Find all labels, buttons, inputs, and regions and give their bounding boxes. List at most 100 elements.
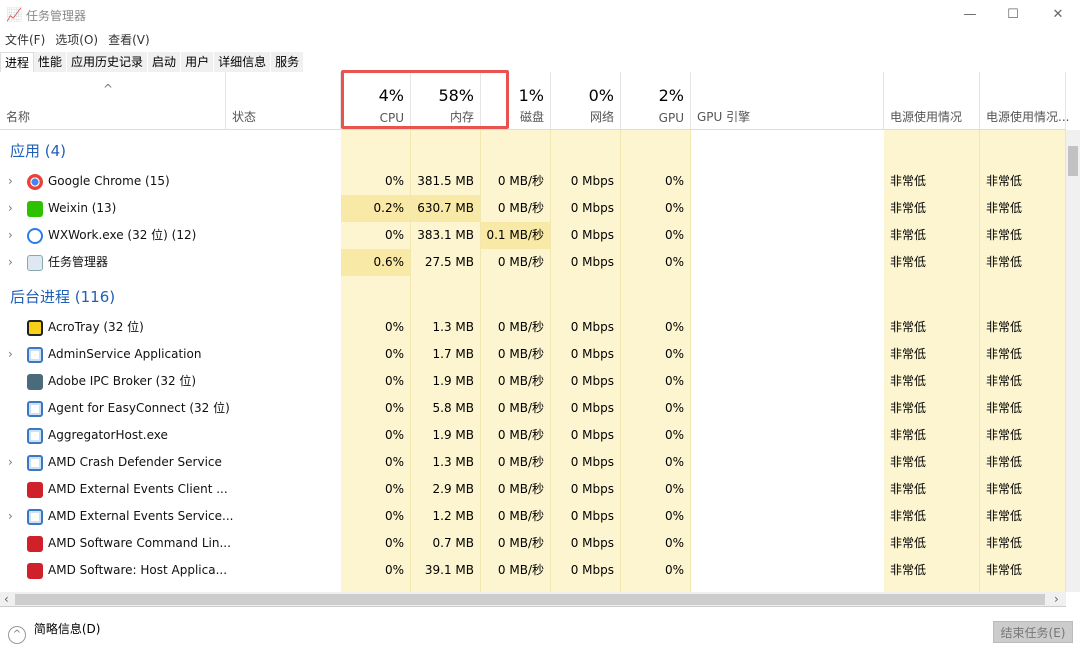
minimize-button[interactable]: — — [963, 7, 977, 22]
table-row[interactable]: AMD Software: Host Applica... 0% 39.1 MB 0 … — [0, 557, 1066, 584]
col-disk[interactable]: 1% 磁盘 — [481, 72, 551, 129]
table-row[interactable]: › AMD Crash Defender Service 0% 1.3 MB 0 MB/… — [0, 449, 1066, 476]
cell-gpu: 0% — [621, 368, 691, 395]
cell-trend: 非常低 — [980, 195, 1066, 222]
cell-gpu: 0% — [621, 422, 691, 449]
scroll-thumb[interactable] — [15, 594, 1045, 605]
table-row[interactable]: AMD External Events Client ... 0% 2.9 MB 0 … — [0, 476, 1066, 503]
menu-options[interactable]: 选项(O) — [55, 33, 99, 47]
task-manager-icon — [27, 255, 43, 271]
cell-cpu: 0.6% — [341, 249, 411, 276]
cell-trend: 非常低 — [980, 476, 1066, 503]
chevron-right-icon[interactable]: › — [8, 347, 13, 361]
cell-bg — [411, 130, 481, 168]
scroll-left-icon[interactable]: ‹ — [4, 592, 9, 606]
table-row[interactable]: › Weixin (13) 0.2% 630.7 MB 0 MB/秒 0 Mbps 0% 非常… — [0, 195, 1066, 222]
cell-bg — [551, 584, 621, 592]
close-button[interactable]: ✕ — [1052, 7, 1064, 22]
table-row[interactable]: › WXWork.exe (32 位) (12) 0% 383.1 MB 0.1 MB/… — [0, 222, 1066, 249]
table-row[interactable]: › AdminService Application 0% 1.7 MB 0 MB/秒 0… — [0, 341, 1066, 368]
cell-net: 0 Mbps — [551, 222, 621, 249]
process-name: 任务管理器 — [48, 255, 109, 269]
table-row[interactable]: AggregatorHost.exe 0% 1.9 MB 0 MB/秒 0 Mbps 0%… — [0, 422, 1066, 449]
maximize-button[interactable]: ☐ — [1007, 7, 1019, 22]
service-icon — [27, 509, 43, 525]
cell-net: 0 Mbps — [551, 557, 621, 584]
scroll-right-icon[interactable]: › — [1054, 592, 1059, 606]
scroll-thumb[interactable] — [1068, 146, 1078, 176]
vertical-scrollbar[interactable] — [1066, 130, 1080, 592]
table-row[interactable]: › AMD External Events Service... 0% 1.2 MB 0… — [0, 503, 1066, 530]
chevron-right-icon[interactable]: › — [8, 201, 13, 215]
cell-mem: 1.7 MB — [411, 341, 481, 368]
cell-bg — [621, 130, 691, 168]
cell-bg — [884, 584, 980, 592]
cell-power: 非常低 — [884, 195, 980, 222]
table-row[interactable]: › 任务管理器 0.6% 27.5 MB 0 MB/秒 0 Mbps 0% 非常低 非常低 — [0, 249, 1066, 276]
col-power[interactable]: 电源使用情况 — [884, 72, 980, 129]
tab-startup[interactable]: 启动 — [148, 52, 182, 72]
cell-mem: 5.8 MB — [411, 395, 481, 422]
cell-trend: 非常低 — [980, 249, 1066, 276]
cell-bg — [884, 130, 980, 168]
cell-disk: 0 MB/秒 — [481, 195, 551, 222]
cell-mem: 383.1 MB — [411, 222, 481, 249]
tab-app-history[interactable]: 应用历史记录 — [67, 52, 149, 72]
sort-up-icon: ^ — [103, 82, 114, 96]
chevron-right-icon[interactable]: › — [8, 455, 13, 469]
cell-power: 非常低 — [884, 503, 980, 530]
cell-bg — [621, 584, 691, 592]
process-name: AdminService Application — [48, 347, 202, 361]
cell-gpu: 0% — [621, 557, 691, 584]
cell-mem: 27.5 MB — [411, 249, 481, 276]
cell-power: 非常低 — [884, 222, 980, 249]
col-network[interactable]: 0% 网络 — [551, 72, 621, 129]
menu-view[interactable]: 查看(V) — [108, 33, 150, 47]
table-row[interactable]: › Google Chrome (15) 0% 381.5 MB 0 MB/秒 0 Mbp… — [0, 168, 1066, 195]
cell-disk: 0 MB/秒 — [481, 422, 551, 449]
col-gpu[interactable]: 2% GPU — [621, 72, 691, 129]
cell-gpu: 0% — [621, 530, 691, 557]
end-task-button[interactable]: 结束任务(E) — [993, 621, 1073, 643]
chevron-right-icon[interactable]: › — [8, 509, 13, 523]
fewer-details-button[interactable]: ^ 简略信息(D) — [8, 620, 100, 644]
menu-file[interactable]: 文件(F) — [5, 33, 46, 47]
highlight-box — [341, 70, 509, 129]
tab-details[interactable]: 详细信息 — [214, 52, 272, 72]
process-name: AMD Software Command Lin... — [48, 536, 231, 550]
chevron-right-icon[interactable]: › — [8, 255, 13, 269]
cell-power: 非常低 — [884, 422, 980, 449]
col-memory[interactable]: 58% 内存 — [411, 72, 481, 129]
table-row[interactable]: Adobe IPC Broker (32 位) 0% 1.9 MB 0 MB/秒 0 M… — [0, 368, 1066, 395]
tab-processes[interactable]: 进程 — [0, 52, 35, 72]
table-row[interactable]: AMD Software Command Lin... 0% 0.7 MB 0 MB/… — [0, 530, 1066, 557]
chevron-right-icon[interactable]: › — [8, 228, 13, 242]
group-header[interactable]: 后台进程 (116) — [0, 276, 1066, 314]
group-header[interactable]: 应用 (4) — [0, 130, 1066, 168]
col-status[interactable]: 状态 — [226, 72, 341, 129]
table-row[interactable]: Agent for EasyConnect (32 位) 0% 5.8 MB 0 MB… — [0, 395, 1066, 422]
amd-icon — [27, 482, 43, 498]
chevron-right-icon[interactable]: › — [8, 174, 13, 188]
process-name: WXWork.exe (32 位) (12) — [48, 228, 197, 242]
tab-users[interactable]: 用户 — [181, 52, 215, 72]
col-cpu[interactable]: 4% CPU — [341, 72, 411, 129]
cell-bg — [980, 584, 1066, 592]
col-name[interactable]: ^ 名称 — [0, 72, 226, 129]
cell-trend: 非常低 — [980, 530, 1066, 557]
tab-services[interactable]: 服务 — [271, 52, 305, 72]
col-gpu-engine[interactable]: GPU 引擎 — [691, 72, 884, 129]
service-icon — [27, 347, 43, 363]
cell-gpu: 0% — [621, 341, 691, 368]
horizontal-scrollbar[interactable]: ‹ › — [0, 592, 1066, 607]
cell-bg — [341, 584, 411, 592]
cell-power: 非常低 — [884, 368, 980, 395]
cell-net: 0 Mbps — [551, 503, 621, 530]
tab-performance[interactable]: 性能 — [34, 52, 68, 72]
cell-gpu: 0% — [621, 314, 691, 341]
cell-bg — [980, 276, 1066, 314]
table-row[interactable]: AcroTray (32 位) 0% 1.3 MB 0 MB/秒 0 Mbps 0% 非常低… — [0, 314, 1066, 341]
cell-bg — [481, 276, 551, 314]
chrome-icon — [27, 174, 43, 190]
col-power-trend[interactable]: 电源使用情况... — [980, 72, 1069, 129]
